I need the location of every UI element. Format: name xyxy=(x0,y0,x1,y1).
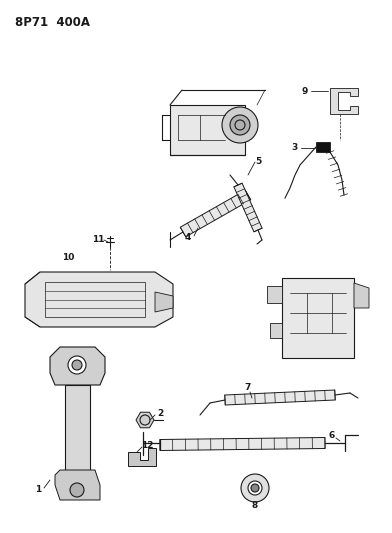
Polygon shape xyxy=(170,105,245,155)
Polygon shape xyxy=(25,272,173,327)
Circle shape xyxy=(70,483,84,497)
Polygon shape xyxy=(65,385,90,490)
Circle shape xyxy=(222,107,258,143)
Polygon shape xyxy=(267,286,282,303)
Polygon shape xyxy=(225,390,335,405)
Circle shape xyxy=(248,481,262,495)
Polygon shape xyxy=(234,183,262,232)
Text: 8P71  400A: 8P71 400A xyxy=(15,15,90,28)
Polygon shape xyxy=(55,470,100,500)
Polygon shape xyxy=(330,88,358,114)
Polygon shape xyxy=(136,412,154,428)
Text: 6: 6 xyxy=(329,431,335,440)
Text: 5: 5 xyxy=(255,157,261,166)
Text: 10: 10 xyxy=(62,253,74,262)
Circle shape xyxy=(68,356,86,374)
Polygon shape xyxy=(282,278,354,358)
Circle shape xyxy=(72,360,82,370)
Polygon shape xyxy=(270,323,282,338)
Polygon shape xyxy=(354,283,369,308)
Text: 12: 12 xyxy=(141,440,153,449)
Polygon shape xyxy=(128,448,156,466)
Polygon shape xyxy=(180,190,251,237)
Text: 8: 8 xyxy=(252,500,258,510)
Text: 2: 2 xyxy=(157,408,163,417)
Polygon shape xyxy=(316,142,330,152)
Text: 4: 4 xyxy=(185,233,191,243)
Text: 9: 9 xyxy=(302,86,308,95)
Text: 11: 11 xyxy=(92,236,104,245)
Text: 3: 3 xyxy=(292,143,298,152)
Polygon shape xyxy=(50,347,105,385)
Polygon shape xyxy=(155,292,173,312)
Circle shape xyxy=(251,484,259,492)
Text: 7: 7 xyxy=(245,383,251,392)
Polygon shape xyxy=(160,438,325,450)
Text: 1: 1 xyxy=(35,486,41,495)
Circle shape xyxy=(230,115,250,135)
Circle shape xyxy=(241,474,269,502)
